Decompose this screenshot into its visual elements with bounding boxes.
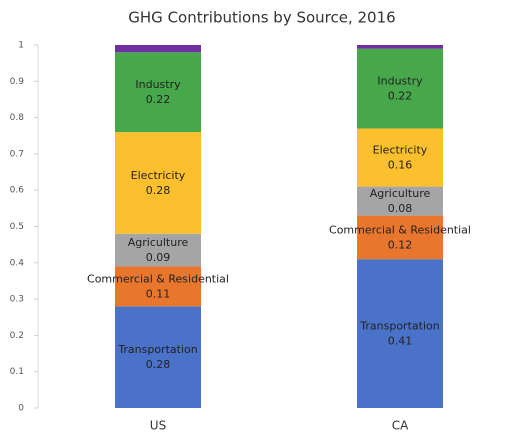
- bar-segment: [357, 186, 443, 216]
- segment-label: Electricity: [373, 144, 428, 157]
- segment-label: Agriculture: [128, 236, 189, 249]
- y-tick-label: 0.6: [10, 186, 25, 196]
- y-tick-label: 0.2: [10, 331, 24, 341]
- segment-label: Commercial & Residential: [87, 272, 229, 285]
- bar-segment: [115, 52, 201, 133]
- x-tick-label: US: [150, 419, 166, 433]
- segment-label: Transportation: [117, 343, 197, 356]
- data-label: 0.41: [388, 335, 413, 348]
- y-tick-label: 0.5: [10, 222, 24, 232]
- y-tick-label: 0.3: [10, 295, 24, 305]
- bar-segment: [357, 259, 443, 408]
- data-label: 0.28: [146, 184, 171, 197]
- segment-label: Commercial & Residential: [329, 223, 471, 236]
- y-tick-label: 0.9: [10, 77, 25, 87]
- data-label: 0.22: [146, 93, 171, 106]
- y-tick-label: 0.8: [10, 113, 25, 123]
- bar-segment: [115, 45, 201, 53]
- segment-label: Transportation: [359, 320, 439, 333]
- segment-label: Industry: [377, 75, 423, 88]
- data-label: 0.12: [388, 238, 413, 251]
- data-label: 0.16: [388, 159, 413, 172]
- bar-segment: [115, 266, 201, 307]
- bar-segment: [115, 132, 201, 234]
- segment-label: Agriculture: [370, 187, 431, 200]
- y-tick-label: 0: [18, 404, 24, 414]
- bar-segment: [357, 128, 443, 187]
- data-label: 0.11: [146, 287, 171, 300]
- y-tick-label: 0.1: [10, 367, 24, 377]
- y-tick-label: 0.4: [10, 258, 25, 268]
- bar-segment: [357, 215, 443, 260]
- segment-label: Electricity: [131, 169, 186, 182]
- x-tick-label: CA: [392, 419, 409, 433]
- segment-label: Industry: [135, 78, 181, 91]
- bar-segment: [115, 306, 201, 408]
- bar-segment: [357, 48, 443, 129]
- y-tick-label: 1: [18, 41, 24, 51]
- bar-segment: [357, 45, 443, 49]
- data-label: 0.08: [388, 202, 413, 215]
- y-tick-label: 0.7: [10, 149, 24, 159]
- chart-title: GHG Contributions by Source, 2016: [128, 9, 395, 27]
- bar-segment: [115, 233, 201, 267]
- data-label: 0.09: [146, 251, 171, 264]
- data-label: 0.22: [388, 90, 413, 103]
- data-label: 0.28: [146, 358, 171, 371]
